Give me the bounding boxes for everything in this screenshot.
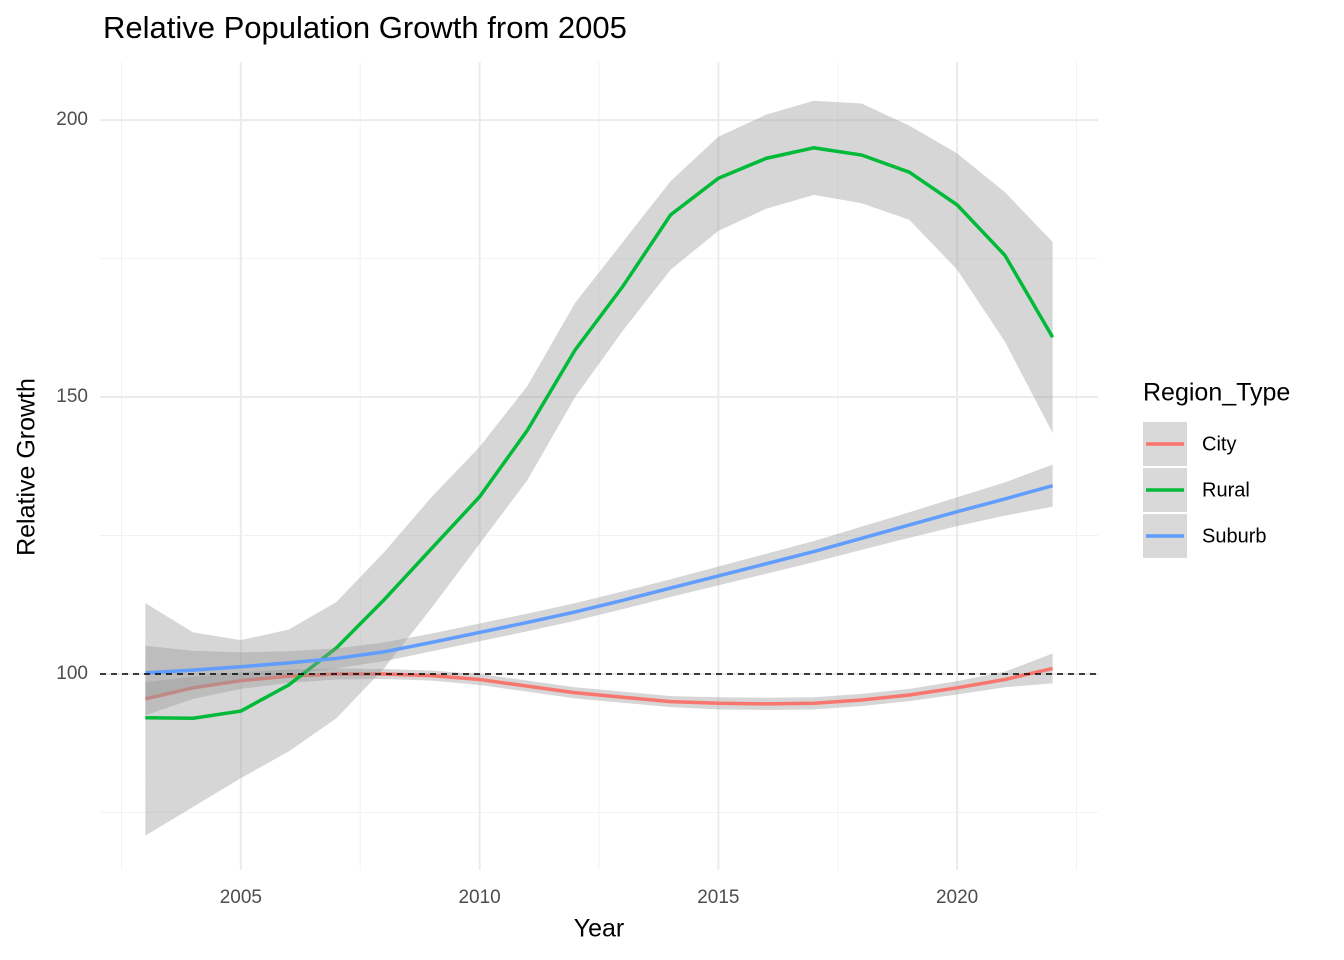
confidence-band xyxy=(145,464,1053,700)
y-tick-label: 100 xyxy=(56,663,88,684)
legend-label: Rural xyxy=(1202,479,1250,501)
x-tick-label: 2010 xyxy=(458,887,500,908)
y-tick-label: 150 xyxy=(56,386,88,407)
x-tick-label: 2020 xyxy=(936,887,978,908)
confidence-band xyxy=(145,653,1053,716)
chart-title: Relative Population Growth from 2005 xyxy=(103,10,627,45)
series-line xyxy=(144,666,1054,706)
legend-title: Region_Type xyxy=(1143,379,1290,407)
legend-label: City xyxy=(1202,433,1236,455)
legend-label: Suburb xyxy=(1202,525,1267,547)
y-axis-label: Relative Growth xyxy=(13,378,41,556)
series-line xyxy=(145,483,1054,675)
y-tick-label: 200 xyxy=(56,109,88,130)
x-tick-label: 2005 xyxy=(220,887,262,908)
series-line xyxy=(145,146,1055,721)
x-axis-label: Year xyxy=(574,915,625,943)
x-tick-label: 2015 xyxy=(697,887,739,908)
